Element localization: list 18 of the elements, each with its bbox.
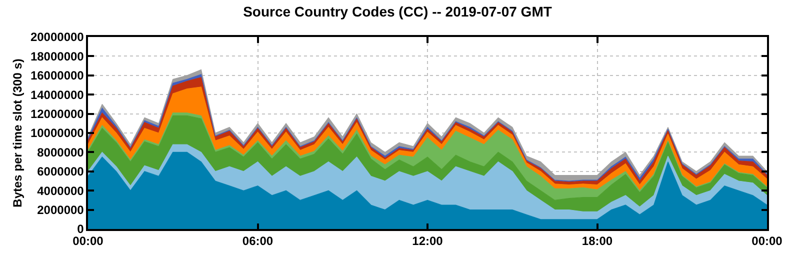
y-tick-label: 4000000 <box>37 184 84 198</box>
y-tick-label: 12000000 <box>30 107 84 121</box>
y-tick-label: 18000000 <box>30 49 84 64</box>
x-tick-label: 00:00 <box>72 234 104 248</box>
chart-title: Source Country Codes (CC) -- 2019-07-07 GMT <box>243 3 552 20</box>
x-tick-label: 06:00 <box>242 234 274 248</box>
x-tick-label: 12:00 <box>412 234 444 248</box>
y-tick-label: 2000000 <box>37 203 84 217</box>
y-tick-label: 0 <box>77 222 84 236</box>
x-tick-label: 18:00 <box>582 234 613 248</box>
y-tick-label: 8000000 <box>37 145 84 160</box>
y-tick-label: 10000000 <box>30 126 84 140</box>
y-tick-label: 20000000 <box>30 30 84 44</box>
y-axis-title: Bytes per time slot (300 s) <box>10 58 24 208</box>
x-tick-label: 00:00 <box>752 234 783 248</box>
y-tick-label: 6000000 <box>37 164 84 179</box>
y-tick-label: 16000000 <box>30 68 84 83</box>
y-tick-label: 14000000 <box>30 88 84 102</box>
